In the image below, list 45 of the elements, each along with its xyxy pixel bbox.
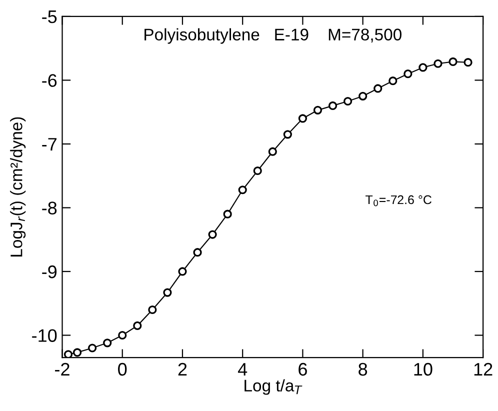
point — [103, 338, 112, 348]
point — [193, 248, 202, 257]
point — [223, 210, 232, 218]
x-tick-label: 4 — [238, 363, 248, 376]
point — [434, 59, 442, 68]
y-tick-label: -8 — [42, 202, 57, 214]
point — [72, 348, 82, 357]
x-tick-label: -2 — [55, 362, 70, 376]
x-tick-label: 0 — [118, 362, 127, 376]
point — [388, 76, 398, 86]
point — [163, 288, 172, 297]
point — [343, 96, 352, 106]
y-tick-label: -9 — [42, 265, 57, 278]
point — [88, 344, 97, 352]
point — [283, 130, 292, 139]
point — [298, 114, 308, 123]
x-tick-label: 2 — [178, 362, 187, 376]
point — [118, 330, 127, 340]
point — [313, 106, 322, 114]
point — [404, 70, 412, 78]
x-axis-title: Log t/a$_{T}$ — [244, 379, 302, 395]
point — [268, 147, 277, 156]
x-tick-label: 8 — [358, 362, 368, 376]
y-axis-title: LogJ$_{r}$(t) (cm²/dyne) — [10, 117, 26, 256]
y-tick-label: -5 — [42, 10, 57, 24]
point — [253, 166, 262, 176]
x-tick-label: 6 — [298, 362, 307, 376]
x-tick-label: 10 — [414, 362, 432, 376]
annotation: T$_{0}$=-72.6 °C — [366, 195, 432, 206]
point — [208, 230, 217, 239]
point — [148, 305, 157, 314]
point — [358, 92, 368, 100]
text: Polyisobutylene E-19 M=78,500 — [144, 28, 402, 44]
point — [374, 84, 382, 93]
point — [464, 58, 472, 67]
point — [328, 101, 338, 110]
point — [448, 57, 458, 66]
point — [178, 267, 187, 276]
point — [238, 186, 247, 194]
point — [133, 321, 142, 330]
x-tick-label: 12 — [474, 362, 492, 376]
y-tick-label: -6 — [42, 74, 57, 87]
y-tick-label: -7 — [42, 138, 56, 151]
point — [418, 63, 428, 72]
y-tick-label: -10 — [32, 329, 57, 342]
